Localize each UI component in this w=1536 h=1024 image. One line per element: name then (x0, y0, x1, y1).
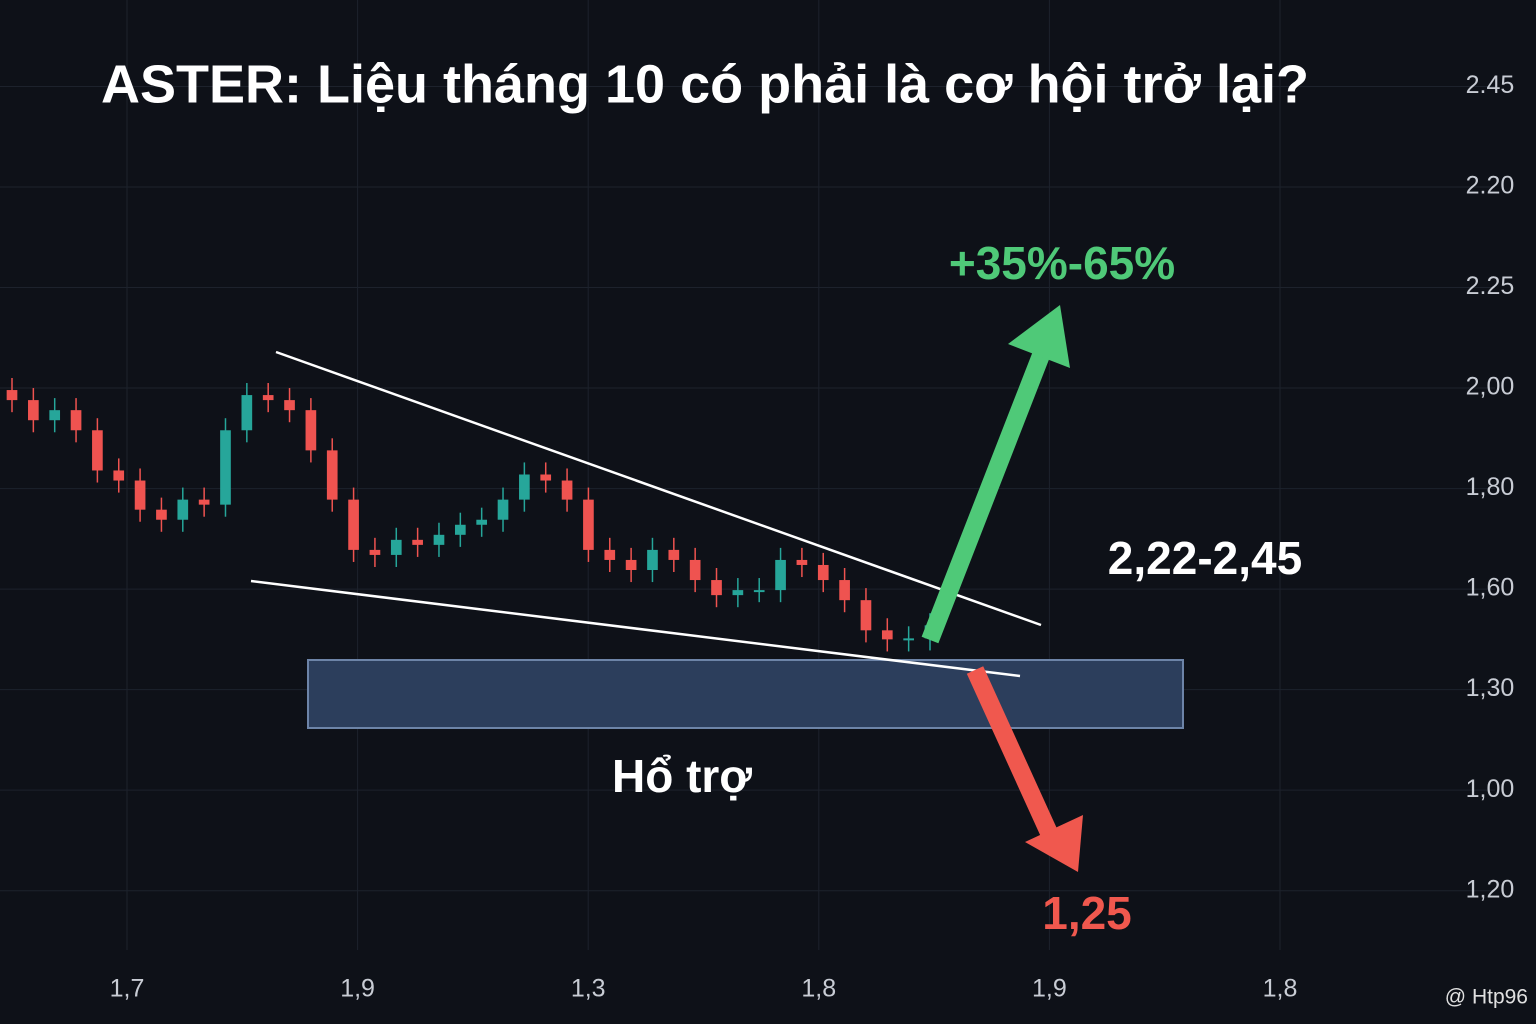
candle-body (326, 450, 338, 500)
candle-body (604, 549, 616, 560)
candle-body (49, 410, 61, 421)
candle-body (881, 630, 893, 640)
x-tick-label: 1,3 (571, 975, 606, 1003)
candle-body (860, 600, 872, 631)
candle-body (903, 638, 914, 641)
support-zone (307, 659, 1184, 729)
candle-body (775, 559, 786, 591)
chart-title: ASTER: Liệu tháng 10 có phải là cơ hội t… (101, 54, 1309, 114)
candle-body (540, 474, 552, 481)
candle-body (390, 539, 402, 555)
y-tick-label: 1,20 (1466, 875, 1515, 903)
candle-body (134, 480, 146, 510)
down-arrow (966, 666, 1083, 872)
candle-body (284, 400, 295, 411)
x-tick-label: 1,7 (110, 975, 145, 1003)
x-tick-label: 1,9 (1032, 975, 1067, 1003)
candle-body (497, 499, 509, 520)
candle-body (796, 559, 808, 565)
down-target: 1,25 (1042, 887, 1132, 939)
y-tick-label: 2.25 (1466, 272, 1515, 300)
candle-body (519, 474, 530, 500)
y-tick-label: 1,30 (1466, 674, 1515, 702)
candle-body (6, 390, 18, 401)
candle-body (348, 499, 359, 550)
up-target: +35%-65% (949, 237, 1175, 289)
candles (6, 377, 936, 652)
range-label: 2,22-2,45 (1108, 532, 1302, 584)
y-tick-label: 1,60 (1466, 574, 1515, 602)
y-tick-label: 2.20 (1466, 172, 1515, 200)
candle-body (817, 564, 829, 581)
candle-body (369, 549, 381, 555)
candle-body (625, 559, 637, 570)
candle-body (305, 410, 317, 451)
y-tick-label: 1,80 (1466, 473, 1515, 501)
candle-body (561, 480, 573, 500)
candle-body (689, 559, 701, 581)
candle-body (711, 580, 722, 596)
grid (0, 0, 1495, 950)
candle-body (113, 470, 125, 481)
support-label: Hổ trợ (612, 750, 752, 802)
x-tick-label: 1,8 (1263, 975, 1298, 1003)
upper-trendline (275, 350, 1042, 627)
candle-body (92, 430, 103, 471)
candle-body (241, 395, 253, 431)
candle-body (28, 400, 39, 421)
candle-body (433, 534, 445, 545)
x-tick-label: 1,9 (340, 975, 375, 1003)
candle-body (583, 499, 594, 550)
candle-body (156, 509, 167, 520)
candle-body (262, 395, 274, 401)
candle-body (177, 499, 189, 520)
x-tick-label: 1,8 (801, 975, 836, 1003)
arrow-head (1025, 815, 1083, 872)
arrow-head (1008, 305, 1070, 368)
y-tick-label: 2,00 (1466, 373, 1515, 401)
y-tick-label: 1,00 (1466, 775, 1515, 803)
up-arrow (921, 305, 1070, 644)
candle-body (753, 590, 765, 593)
arrow-shaft (966, 666, 1059, 839)
candle-body (454, 524, 466, 535)
candle-body (668, 549, 680, 560)
candle-body (732, 590, 744, 596)
lower-trendline (250, 579, 1021, 678)
y-tick-label: 2.45 (1466, 71, 1515, 99)
candle-body (839, 580, 850, 601)
candle-body (220, 430, 231, 505)
candle-body (647, 549, 658, 570)
candle-body (476, 519, 488, 525)
arrow-shaft (921, 341, 1054, 644)
candle-body (70, 410, 82, 431)
candle-body (412, 539, 423, 545)
candle-body (198, 499, 210, 505)
watermark: @ Htp96 (1445, 986, 1528, 1009)
